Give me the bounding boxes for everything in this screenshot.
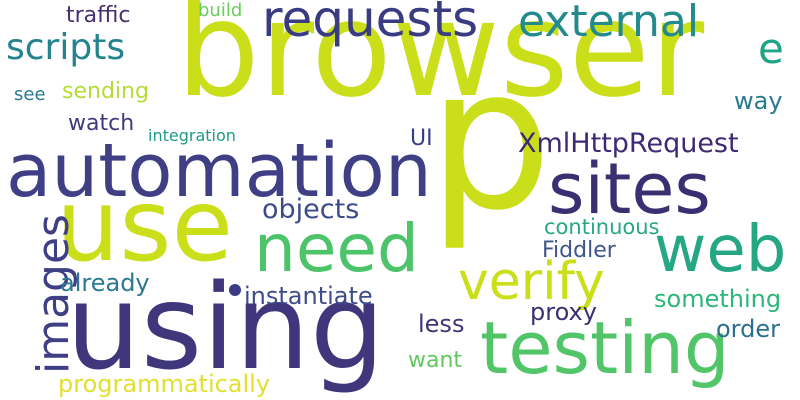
word-testing: testing — [480, 306, 730, 390]
word-e: e — [758, 24, 784, 73]
word-sending: sending — [62, 79, 149, 104]
word-need: need — [254, 210, 419, 287]
word-scripts: scripts — [6, 27, 126, 68]
word-p: p — [428, 26, 553, 254]
word-programmatically: programmatically — [58, 370, 271, 398]
word-order: order — [716, 315, 780, 343]
word-instantiate: instantiate — [244, 282, 373, 310]
word-already: already — [60, 269, 150, 297]
word-fiddler: Fiddler — [542, 238, 616, 263]
word-ui: UI — [410, 126, 433, 151]
word-automation: automation — [6, 128, 432, 214]
word-build: build — [198, 0, 243, 21]
word-see: see — [14, 84, 46, 105]
word-requests: requests — [262, 0, 479, 48]
word-traffic: traffic — [66, 3, 131, 28]
word-browser: browser — [176, 0, 705, 127]
word-integration: integration — [148, 126, 236, 145]
word-verify: verify — [458, 252, 605, 312]
dot-mark — [229, 284, 241, 296]
word-using: using — [66, 258, 385, 396]
word-less: less — [418, 310, 465, 338]
word-watch: watch — [68, 111, 135, 136]
word-want: want — [408, 348, 463, 373]
word-proxy: proxy — [530, 298, 597, 326]
word-use: use — [56, 167, 234, 284]
word-xmlhttprequest: XmlHttpRequest — [518, 128, 739, 159]
word-objects: objects — [262, 194, 360, 225]
word-something: something — [654, 285, 782, 313]
word-continuous: continuous — [544, 215, 660, 239]
word-sites: sites — [548, 148, 711, 230]
word-web: web — [654, 213, 787, 287]
word-external: external — [518, 0, 700, 47]
word-way: way — [734, 87, 783, 115]
